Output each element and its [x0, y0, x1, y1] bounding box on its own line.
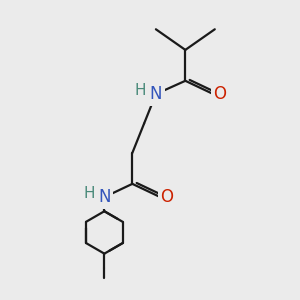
Text: O: O [160, 188, 173, 206]
Text: H: H [135, 83, 146, 98]
Text: N: N [98, 188, 111, 206]
Text: N: N [150, 85, 162, 103]
Text: H: H [83, 186, 95, 201]
Text: O: O [213, 85, 226, 103]
